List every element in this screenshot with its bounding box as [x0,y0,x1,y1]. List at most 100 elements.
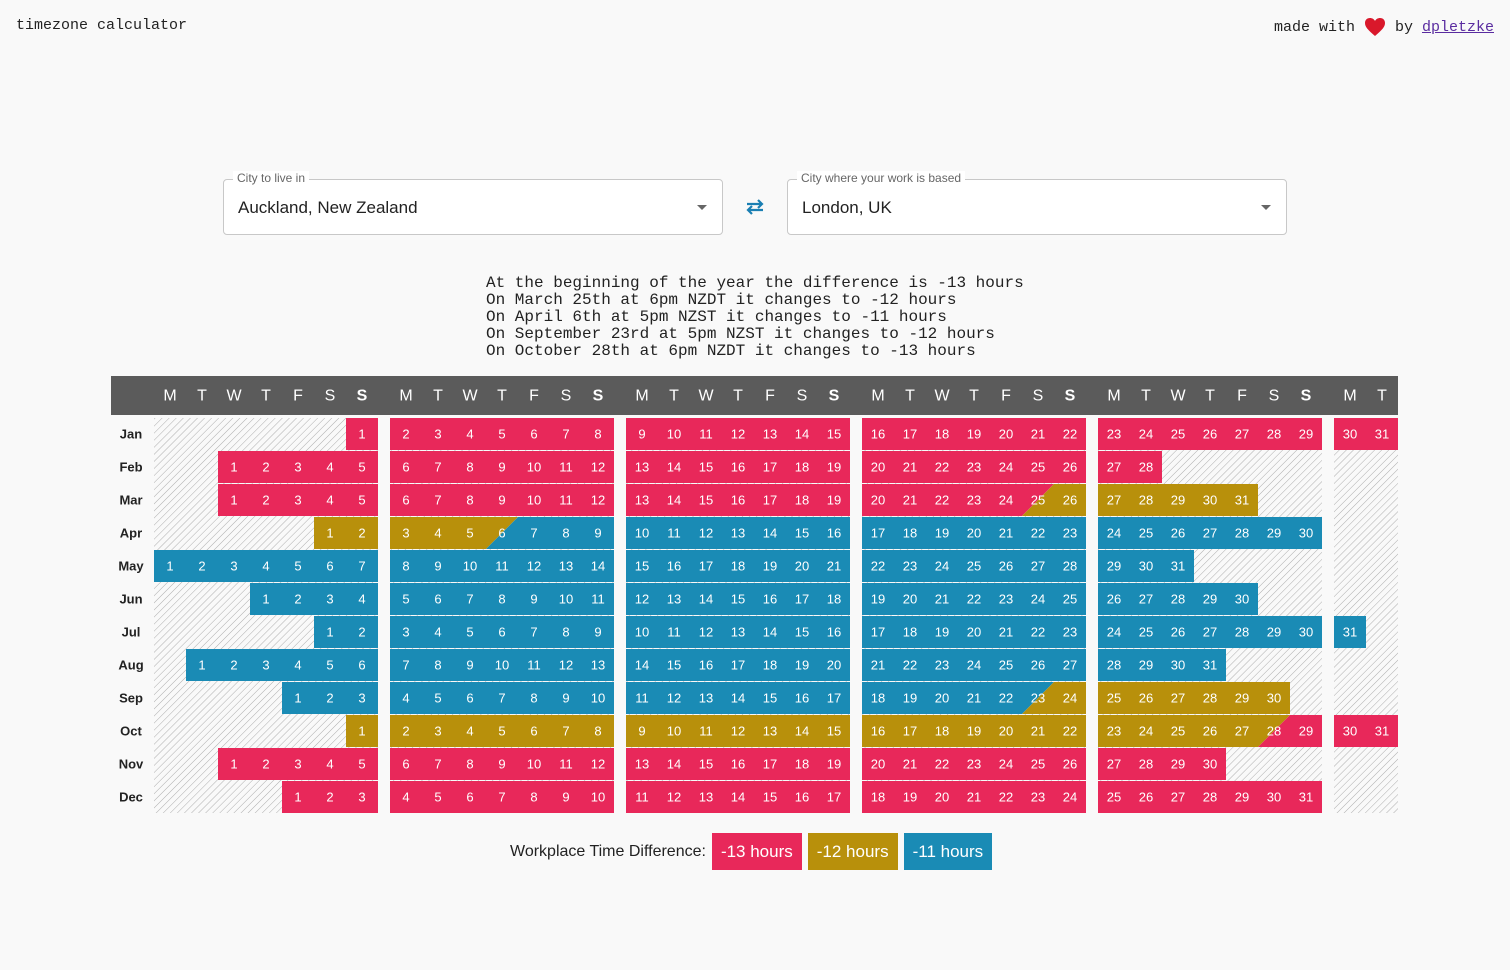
day-cell [390,484,422,516]
day-cell [1098,451,1130,483]
day-number: 6 [326,559,333,574]
swap-button[interactable] [743,196,767,218]
day-cell [1194,418,1226,450]
day-number: 12 [731,427,745,442]
day-number: 6 [498,625,505,640]
day-number: 11 [559,757,573,772]
day-cell [786,649,818,681]
day-number: 2 [326,691,333,706]
day-cell [1098,484,1130,516]
day-cell [818,715,850,747]
day-number: 1 [262,592,269,607]
day-cell [990,484,1022,516]
weekday-label: M [163,388,176,405]
day-number: 9 [498,493,505,508]
day-number: 8 [530,790,537,805]
day-number: 4 [326,460,333,475]
day-number: 22 [1031,526,1045,541]
day-cell [926,649,958,681]
day-cell [894,649,926,681]
day-number: 23 [1063,526,1077,541]
day-cell [550,616,582,648]
day-cell [550,781,582,813]
day-number: 9 [498,757,505,772]
day-number: 27 [1063,658,1077,673]
weekday-label: F [1001,388,1011,405]
day-cell [1226,517,1258,549]
home-city-select[interactable]: City to live in Auckland, New Zealand [223,171,723,235]
day-number: 1 [358,724,365,739]
day-cell [690,583,722,615]
day-number: 2 [230,658,237,673]
day-number: 26 [1139,790,1153,805]
day-number: 2 [402,427,409,442]
day-cell [154,550,186,582]
day-cell [1130,781,1162,813]
day-cell [658,715,690,747]
day-number: 16 [871,427,885,442]
day-cell [218,484,250,516]
day-cell [250,484,282,516]
day-number: 22 [967,592,981,607]
day-cell [786,418,818,450]
day-number: 30 [1343,427,1357,442]
day-cell [690,748,722,780]
day-cell [390,583,422,615]
day-number: 9 [530,592,537,607]
day-cell [582,484,614,516]
day-number: 22 [935,493,949,508]
day-cell [486,583,518,615]
day-cell [1054,748,1086,780]
day-number: 21 [903,460,917,475]
day-number: 20 [999,427,1013,442]
day-number: 25 [1171,724,1185,739]
credits: made with by dpletzke [1274,17,1494,37]
day-cell [658,517,690,549]
day-number: 3 [434,427,441,442]
summary-line: On April 6th at 5pm NZST it changes to -… [486,308,947,326]
day-cell [786,517,818,549]
day-number: 24 [1063,790,1077,805]
day-number: 10 [635,625,649,640]
day-cell [958,715,990,747]
day-number: 20 [871,757,885,772]
day-cell [626,781,658,813]
day-number: 21 [903,757,917,772]
day-cell [658,649,690,681]
day-cell [1130,649,1162,681]
day-cell [550,748,582,780]
weekday-label: M [871,388,884,405]
day-number: 12 [635,592,649,607]
day-cell [550,649,582,681]
day-number: 17 [699,559,713,574]
day-number: 29 [1299,724,1313,739]
day-number: 15 [827,427,841,442]
day-number: 3 [262,658,269,673]
day-cell [1258,517,1290,549]
day-number: 30 [1203,493,1217,508]
day-number: 15 [635,559,649,574]
day-number: 13 [731,625,745,640]
day-number: 22 [1063,724,1077,739]
author-link[interactable]: dpletzke [1421,18,1494,36]
day-cell [1098,583,1130,615]
day-cell [1022,583,1054,615]
day-number: 24 [1031,592,1045,607]
day-number: 8 [466,757,473,772]
day-number: 26 [1171,526,1185,541]
day-number: 9 [638,427,645,442]
day-cell [958,748,990,780]
work-city-select[interactable]: City where your work is based London, UK [787,171,1287,235]
day-cell [690,451,722,483]
summary-line: On March 25th at 6pm NZDT it changes to … [486,291,957,309]
day-number: 18 [795,493,809,508]
day-cell [1366,715,1398,747]
day-cell [346,583,378,615]
day-number: 12 [667,790,681,805]
day-cell [454,682,486,714]
month-label: Feb [119,460,142,475]
legend-item: -12 hours [807,833,898,870]
day-number: 12 [731,724,745,739]
day-number: 12 [667,691,681,706]
day-number: 19 [935,625,949,640]
